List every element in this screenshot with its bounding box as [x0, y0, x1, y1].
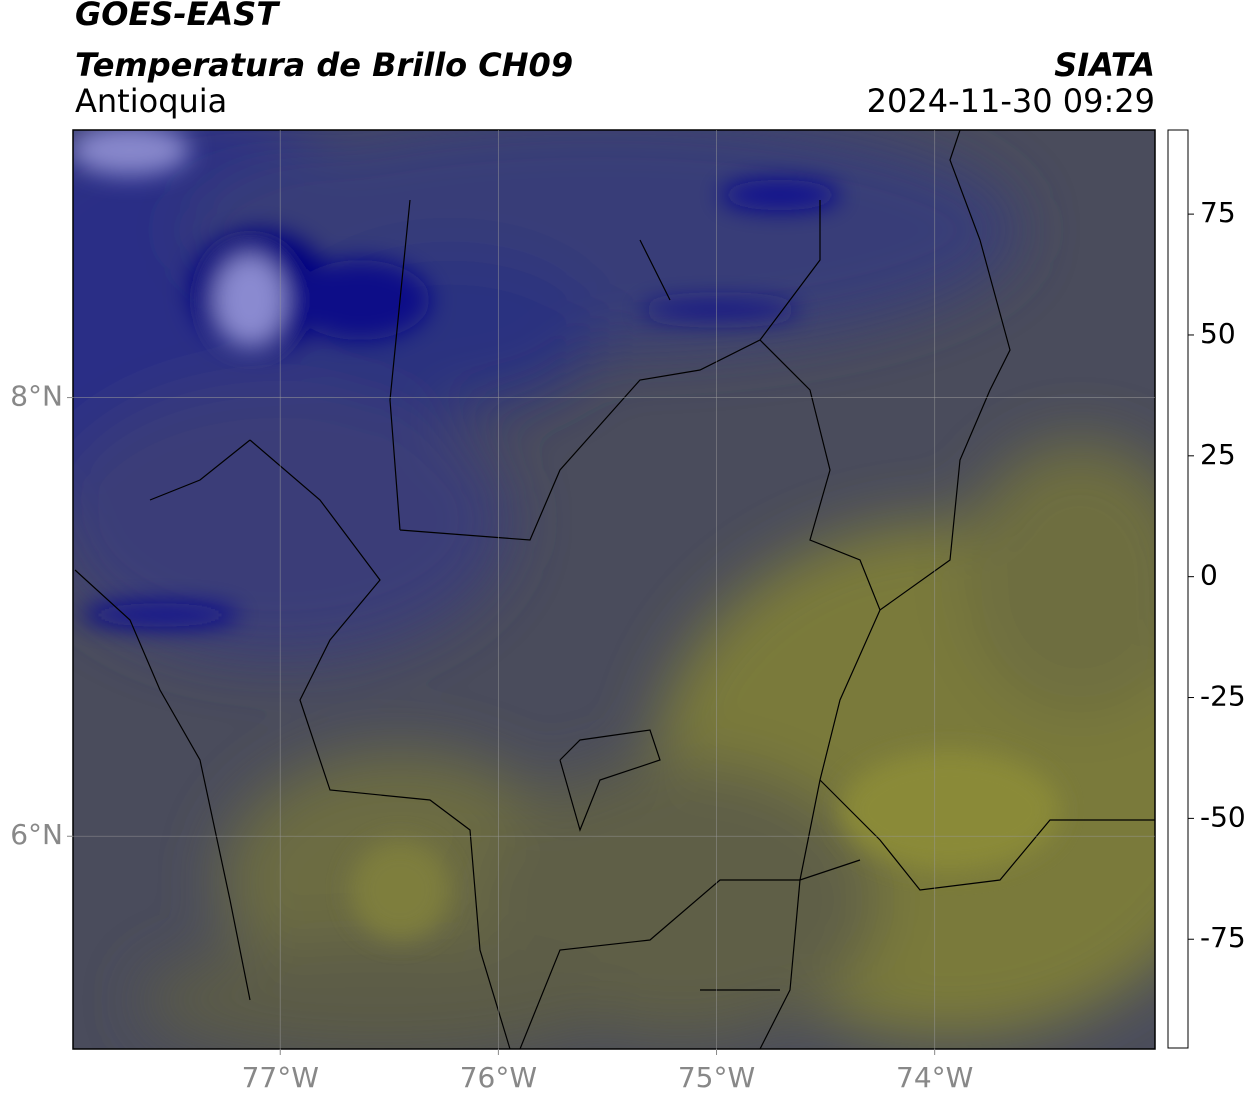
x-tick-label: 77°W	[242, 1061, 319, 1094]
colorbar-tick-label: -50	[1200, 800, 1246, 833]
source: SIATA	[1054, 46, 1155, 84]
map-frame	[72, 129, 1156, 1050]
colorbar-tick-label: -25	[1200, 680, 1246, 713]
x-tick-label: 76°W	[460, 1061, 537, 1094]
satellite: GOES-EAST	[75, 0, 280, 33]
colorbar-tick-label: 0	[1200, 559, 1218, 592]
colorbar-tick-label: 50	[1200, 317, 1236, 350]
x-tick-label: 74°W	[896, 1061, 973, 1094]
colorbar	[1167, 129, 1189, 1049]
colorbar-tick-label: -75	[1200, 921, 1246, 954]
satellite-image	[73, 130, 1155, 1049]
x-tick-label: 75°W	[678, 1061, 755, 1094]
region: Antioquia	[75, 82, 227, 120]
y-tick-label: 8°N	[10, 380, 63, 413]
colorbar-tick-label: 25	[1200, 438, 1236, 471]
product: Temperatura de Brillo CH09	[75, 46, 573, 84]
datetime: 2024-11-30 09:29	[867, 82, 1155, 120]
y-tick-label: 6°N	[10, 818, 63, 851]
colorbar-tick-label: 75	[1200, 196, 1236, 229]
